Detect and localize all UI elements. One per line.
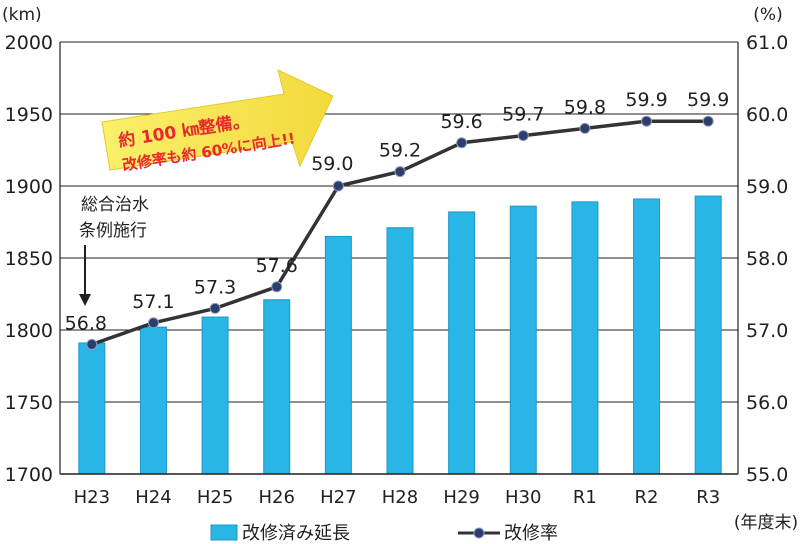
legend: 改修済み延長 改修率 — [210, 523, 558, 544]
axes — [59, 42, 739, 475]
rate-data-label: 59.2 — [379, 140, 421, 162]
left-tick-label: 1800 — [5, 320, 53, 342]
bar — [78, 342, 106, 475]
rate-point — [517, 130, 529, 142]
callout-arrow: 約 100 ㎞整備。 改修率も約 60%に向上!! — [101, 69, 334, 174]
rate-point — [702, 115, 714, 127]
bar — [139, 326, 167, 475]
rate-data-label: 59.9 — [625, 89, 667, 111]
bar — [386, 227, 414, 475]
left-tick-label: 1900 — [5, 176, 53, 198]
bar — [263, 299, 291, 475]
bar — [324, 235, 352, 475]
x-tick-label: H24 — [135, 487, 171, 508]
data-labels: 56.8 57.1 57.3 57.6 59.0 59.2 59.6 59.7 59.8 59.9… — [65, 89, 730, 334]
x-tick-label: H28 — [382, 487, 418, 508]
legend-line-label: 改修率 — [504, 523, 558, 544]
right-tick-label: 58.0 — [746, 248, 788, 270]
right-tick-label: 55.0 — [746, 464, 788, 486]
bars — [78, 195, 722, 475]
right-axis-unit: (%) — [753, 5, 782, 25]
rate-data-label: 59.6 — [440, 111, 482, 133]
x-tick-label: H29 — [443, 487, 479, 508]
right-tick-label: 56.0 — [746, 392, 788, 414]
x-axis-unit: (年度末) — [734, 513, 798, 533]
rate-point — [147, 317, 159, 329]
x-tick-label: H27 — [320, 487, 356, 508]
rate-point — [209, 302, 221, 314]
right-tick-label: 57.0 — [746, 320, 788, 342]
rate-point — [456, 137, 468, 149]
x-tick-label: H25 — [197, 487, 233, 508]
x-tick-label: H26 — [259, 487, 295, 508]
rate-data-label: 59.8 — [564, 96, 606, 118]
callout-arrow-shape — [101, 69, 334, 171]
left-tick-label: 1750 — [5, 392, 53, 414]
rate-data-label: 57.6 — [256, 255, 298, 277]
x-tick-label: R2 — [635, 487, 659, 508]
bar — [633, 198, 661, 475]
rate-data-label: 57.3 — [194, 276, 236, 298]
rate-data-label: 59.9 — [687, 89, 729, 111]
rate-point — [332, 180, 344, 192]
rate-point — [271, 281, 283, 293]
note-line-2: 条例施行 — [79, 221, 147, 241]
right-tick-label: 61.0 — [746, 32, 788, 54]
rate-line — [86, 115, 714, 350]
bar — [448, 211, 476, 475]
rate-point — [394, 166, 406, 178]
ordinance-note: 総合治水 条例施行 — [79, 195, 149, 306]
rate-data-label: 59.7 — [502, 104, 544, 126]
x-tick-label: H30 — [505, 487, 541, 508]
right-tick-label: 59.0 — [746, 176, 788, 198]
x-tick-label: H23 — [74, 487, 110, 508]
rate-point — [86, 338, 98, 350]
legend-bar-swatch — [210, 524, 238, 541]
rate-data-label: 57.1 — [132, 291, 174, 313]
tick-labels: 1700 1750 1800 1850 1900 1950 2000 55.0 56.0 57.0… — [5, 32, 789, 508]
legend-line-marker — [473, 527, 485, 539]
left-tick-label: 1950 — [5, 104, 53, 126]
x-tick-label: R3 — [696, 487, 720, 508]
bar — [571, 201, 599, 475]
note-arrow-head — [79, 294, 91, 306]
left-axis-unit: (km) — [2, 5, 42, 25]
left-tick-label: 1850 — [5, 248, 53, 270]
rate-point — [641, 115, 653, 127]
legend-bar-label: 改修済み延長 — [242, 523, 350, 544]
bar — [694, 195, 722, 475]
rate-data-label: 56.8 — [65, 312, 107, 334]
left-tick-label: 2000 — [5, 32, 53, 54]
bar — [509, 205, 537, 475]
x-tick-label: R1 — [573, 487, 597, 508]
note-line-1: 総合治水 — [81, 195, 149, 215]
right-tick-label: 60.0 — [746, 104, 788, 126]
rate-data-label: 59.0 — [311, 153, 353, 175]
rate-point — [579, 122, 591, 134]
bar — [201, 316, 229, 475]
left-tick-label: 1700 — [5, 464, 53, 486]
